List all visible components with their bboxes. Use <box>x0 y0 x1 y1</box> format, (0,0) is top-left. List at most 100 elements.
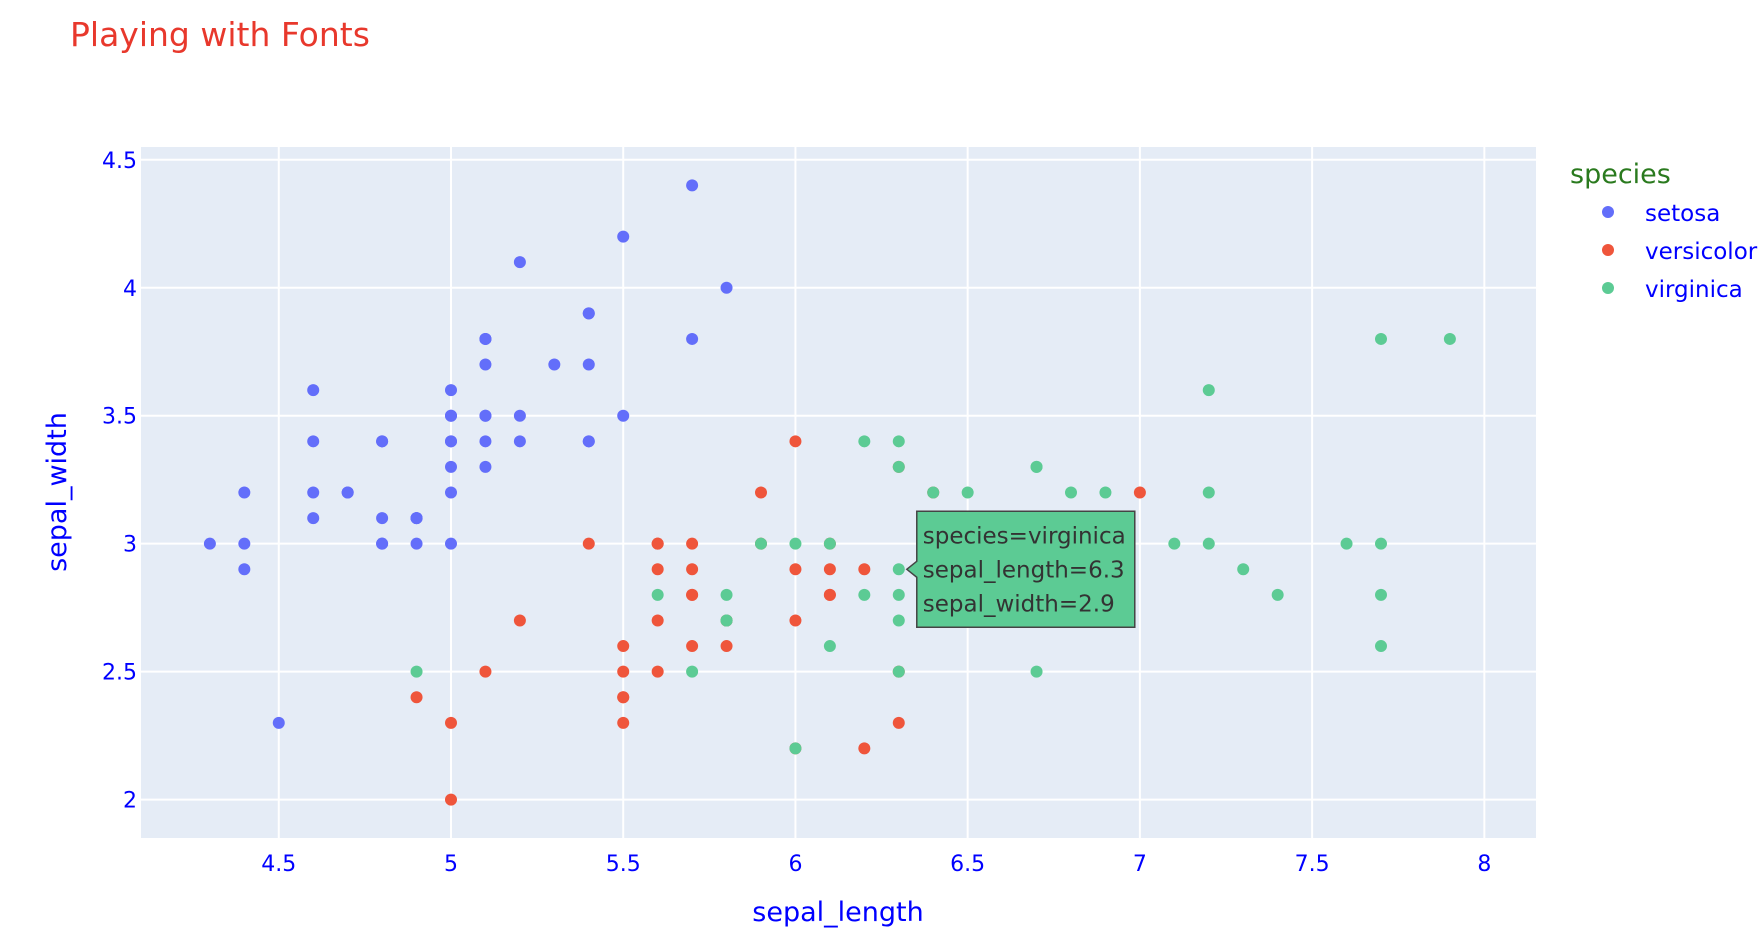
data-point[interactable] <box>445 460 457 473</box>
data-point[interactable] <box>548 358 561 371</box>
data-point[interactable] <box>238 537 251 550</box>
data-point[interactable] <box>513 435 526 448</box>
data-point[interactable] <box>1375 640 1387 653</box>
data-point[interactable] <box>686 588 699 601</box>
data-point[interactable] <box>582 537 595 550</box>
data-point[interactable] <box>686 665 699 678</box>
data-point[interactable] <box>858 563 871 576</box>
data-point[interactable] <box>789 435 802 448</box>
data-point[interactable] <box>479 665 492 678</box>
data-point[interactable] <box>410 691 423 704</box>
data-point[interactable] <box>238 486 251 499</box>
data-point[interactable] <box>823 537 836 550</box>
data-point[interactable] <box>892 460 905 473</box>
data-point[interactable] <box>445 435 457 448</box>
data-point[interactable] <box>582 358 595 371</box>
data-point[interactable] <box>1030 665 1043 678</box>
legend-item-setosa[interactable]: setosa <box>1602 201 1720 227</box>
data-point[interactable] <box>445 537 457 550</box>
data-point[interactable] <box>789 742 802 755</box>
data-point[interactable] <box>1443 332 1456 345</box>
data-point[interactable] <box>720 588 733 601</box>
data-point[interactable] <box>272 716 285 729</box>
data-point[interactable] <box>686 563 699 576</box>
data-point[interactable] <box>617 409 630 422</box>
data-point[interactable] <box>651 614 664 627</box>
data-point[interactable] <box>755 486 767 499</box>
data-point[interactable] <box>479 435 492 448</box>
data-point[interactable] <box>513 614 526 627</box>
data-point[interactable] <box>927 486 940 499</box>
data-point[interactable] <box>823 563 836 576</box>
data-point[interactable] <box>651 665 664 678</box>
data-point[interactable] <box>410 512 423 525</box>
data-point[interactable] <box>617 665 630 678</box>
data-point[interactable] <box>789 537 802 550</box>
data-point[interactable] <box>1202 384 1215 397</box>
data-point[interactable] <box>513 256 526 269</box>
data-point[interactable] <box>376 435 389 448</box>
data-point[interactable] <box>720 281 733 294</box>
data-point[interactable] <box>479 332 492 345</box>
data-point[interactable] <box>651 588 664 601</box>
data-point[interactable] <box>376 512 389 525</box>
data-point[interactable] <box>1375 537 1387 550</box>
data-point[interactable] <box>445 793 457 806</box>
data-point[interactable] <box>858 435 871 448</box>
data-point[interactable] <box>479 409 492 422</box>
data-point[interactable] <box>823 588 836 601</box>
data-point[interactable] <box>686 179 699 192</box>
data-point[interactable] <box>445 716 457 729</box>
data-point[interactable] <box>513 409 526 422</box>
data-point[interactable] <box>892 588 905 601</box>
data-point[interactable] <box>410 537 423 550</box>
data-point[interactable] <box>1340 537 1353 550</box>
data-point[interactable] <box>651 537 664 550</box>
data-point[interactable] <box>892 563 905 576</box>
data-point[interactable] <box>823 640 836 653</box>
data-point[interactable] <box>686 537 699 550</box>
legend-item-virginica[interactable]: virginica <box>1602 277 1743 303</box>
data-point[interactable] <box>789 563 802 576</box>
data-point[interactable] <box>720 614 733 627</box>
data-point[interactable] <box>617 640 630 653</box>
data-point[interactable] <box>1375 332 1387 345</box>
data-point[interactable] <box>1237 563 1250 576</box>
data-point[interactable] <box>617 716 630 729</box>
data-point[interactable] <box>376 537 389 550</box>
data-point[interactable] <box>479 358 492 371</box>
data-point[interactable] <box>307 486 320 499</box>
data-point[interactable] <box>961 486 974 499</box>
data-point[interactable] <box>858 742 871 755</box>
data-point[interactable] <box>858 588 871 601</box>
data-point[interactable] <box>582 307 595 320</box>
data-point[interactable] <box>341 486 354 499</box>
data-point[interactable] <box>203 537 216 550</box>
data-point[interactable] <box>1168 537 1181 550</box>
data-point[interactable] <box>892 665 905 678</box>
data-point[interactable] <box>892 614 905 627</box>
data-point[interactable] <box>1099 486 1112 499</box>
data-point[interactable] <box>651 563 664 576</box>
data-point[interactable] <box>617 691 630 704</box>
data-point[interactable] <box>755 537 767 550</box>
legend-item-versicolor[interactable]: versicolor <box>1602 239 1758 265</box>
data-point[interactable] <box>1202 486 1215 499</box>
data-point[interactable] <box>307 512 320 525</box>
data-point[interactable] <box>1271 588 1284 601</box>
data-point[interactable] <box>1133 486 1146 499</box>
data-point[interactable] <box>307 435 320 448</box>
data-point[interactable] <box>410 665 423 678</box>
data-point[interactable] <box>1375 588 1387 601</box>
data-point[interactable] <box>445 384 457 397</box>
data-point[interactable] <box>307 384 320 397</box>
data-point[interactable] <box>445 409 457 422</box>
data-point[interactable] <box>445 486 457 499</box>
data-point[interactable] <box>892 435 905 448</box>
data-point[interactable] <box>789 614 802 627</box>
data-point[interactable] <box>720 640 733 653</box>
data-point[interactable] <box>238 563 251 576</box>
data-point[interactable] <box>617 230 630 243</box>
data-point[interactable] <box>479 460 492 473</box>
data-point[interactable] <box>1065 486 1077 499</box>
